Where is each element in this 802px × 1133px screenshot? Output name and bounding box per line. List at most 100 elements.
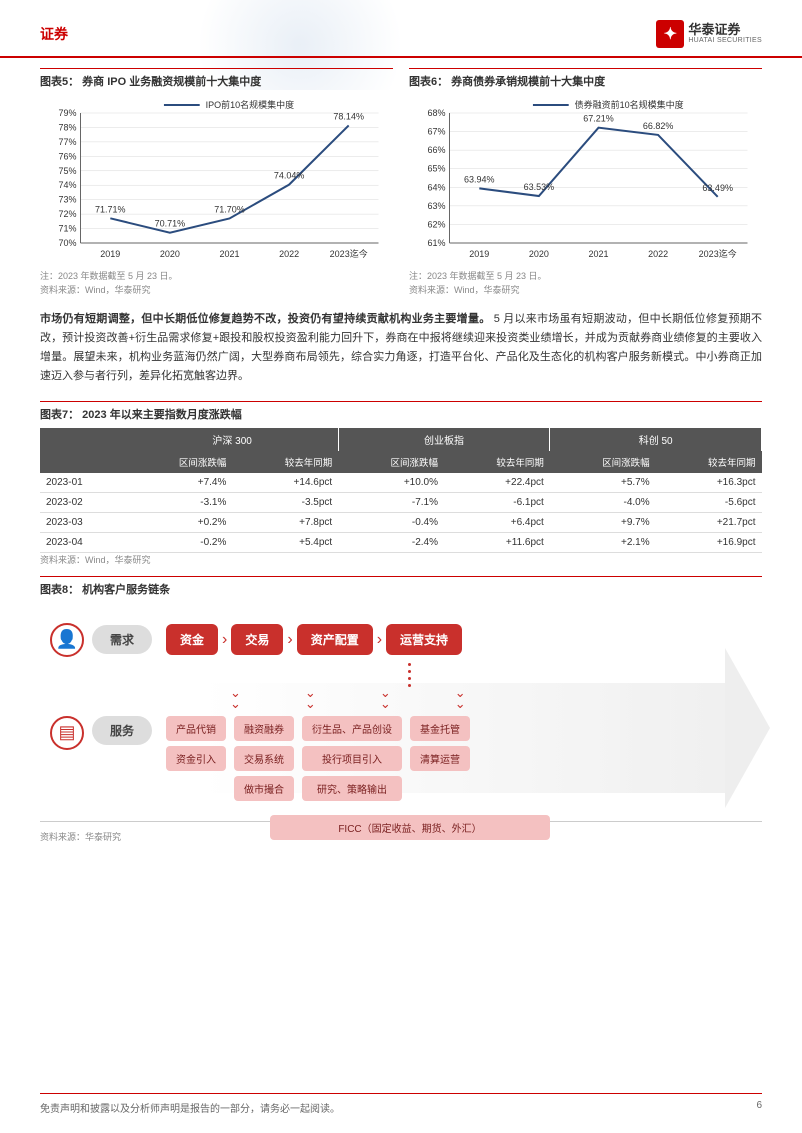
svg-text:66.82%: 66.82% <box>643 121 674 131</box>
fig8-diagram: 👤 需求 资金›交易›资产配置›运营支持 ⌄⌄⌄⌄⌄⌄⌄⌄ ▤ 服务 产品代销资… <box>40 603 762 813</box>
ficc-row: FICC（固定收益、期货、外汇） <box>270 815 752 840</box>
svg-text:2020: 2020 <box>160 249 180 259</box>
chevron-right-icon: › <box>286 631 293 649</box>
svg-text:2022: 2022 <box>279 249 299 259</box>
service-box: 基金托管 <box>410 716 470 741</box>
service-col: 基金托管清算运营 <box>410 716 470 801</box>
big-arrow-icon <box>725 648 770 808</box>
svg-text:62%: 62% <box>427 219 445 229</box>
down-arrows: ⌄⌄ ⌄⌄ ⌄⌄ ⌄⌄ <box>230 687 752 710</box>
svg-text:77%: 77% <box>58 137 76 147</box>
service-box: 产品代销 <box>166 716 226 741</box>
logo-text-en: HUATAI SECURITIES <box>688 37 762 45</box>
svg-text:78%: 78% <box>58 122 76 132</box>
svg-text:74%: 74% <box>58 180 76 190</box>
service-box: 清算运营 <box>410 746 470 771</box>
down-chevron-icon: ⌄⌄ <box>380 687 391 710</box>
page-header: 证券 ✦ 华泰证券 HUATAI SECURITIES <box>0 0 802 58</box>
brand-logo: ✦ 华泰证券 HUATAI SECURITIES <box>656 20 762 48</box>
demand-label: 需求 <box>92 625 152 654</box>
service-grid: 产品代销资金引入融资融券交易系统做市撮合衍生品、产品创设投行项目引入研究、策略输… <box>166 716 470 801</box>
service-box: 衍生品、产品创设 <box>302 716 402 741</box>
svg-text:72%: 72% <box>58 209 76 219</box>
svg-text:61%: 61% <box>427 238 445 248</box>
logo-text-cn: 华泰证券 <box>688 23 762 37</box>
service-col: 融资融券交易系统做市撮合 <box>234 716 294 801</box>
svg-text:2022: 2022 <box>648 249 668 259</box>
footer-disclaimer: 免责声明和披露以及分析师声明是报告的一部分，请务必一起阅读。 <box>40 1100 340 1115</box>
svg-text:63.49%: 63.49% <box>702 183 733 193</box>
down-chevron-icon: ⌄⌄ <box>305 687 316 710</box>
chart6-container: 图表6： 券商债券承销规模前十大集中度 61%62%63%64%65%66%67… <box>409 68 762 296</box>
chevron-right-icon: › <box>221 631 228 649</box>
svg-text:63.94%: 63.94% <box>464 174 495 184</box>
svg-text:2019: 2019 <box>100 249 120 259</box>
svg-text:79%: 79% <box>58 108 76 118</box>
chart6-title: 图表6： 券商债券承销规模前十大集中度 <box>409 68 762 89</box>
table7-section: 图表7： 2023 年以来主要指数月度涨跌幅 沪深 300创业板指科创 50区间… <box>40 401 762 566</box>
svg-text:2023迄今: 2023迄今 <box>330 248 368 259</box>
svg-text:67%: 67% <box>427 127 445 137</box>
chart5-svg: 70%71%72%73%74%75%76%77%78%79%2019202020… <box>40 95 393 265</box>
chart5-source: 资料来源：Wind，华泰研究 <box>40 283 393 296</box>
service-box: 投行项目引入 <box>302 746 402 771</box>
chart6-note: 注：2023 年数据截至 5 月 23 日。 <box>409 270 762 283</box>
service-label: 服务 <box>92 716 152 745</box>
page-footer: 免责声明和披露以及分析师声明是报告的一部分，请务必一起阅读。 6 <box>40 1093 762 1115</box>
svg-text:71.70%: 71.70% <box>214 204 245 214</box>
svg-text:74.04%: 74.04% <box>274 171 305 181</box>
fig8-title: 图表8： 机构客户服务链条 <box>40 576 762 597</box>
svg-text:63.53%: 63.53% <box>524 182 555 192</box>
logo-icon: ✦ <box>656 20 684 48</box>
service-col: 衍生品、产品创设投行项目引入研究、策略输出 <box>302 716 402 801</box>
vertical-dots-icon <box>66 663 752 687</box>
svg-text:76%: 76% <box>58 151 76 161</box>
svg-text:71%: 71% <box>58 224 76 234</box>
page-number: 6 <box>756 1100 762 1115</box>
svg-text:IPO前10名规模集中度: IPO前10名规模集中度 <box>206 99 295 110</box>
chart5-title: 图表5： 券商 IPO 业务融资规模前十大集中度 <box>40 68 393 89</box>
table7-title: 图表7： 2023 年以来主要指数月度涨跌幅 <box>40 401 762 422</box>
service-box: 做市撮合 <box>234 776 294 801</box>
svg-text:70%: 70% <box>58 238 76 248</box>
fig8-section: 图表8： 机构客户服务链条 👤 需求 资金›交易›资产配置›运营支持 ⌄⌄⌄⌄⌄… <box>40 576 762 843</box>
svg-text:债券融资前10名规模集中度: 债券融资前10名规模集中度 <box>575 99 684 110</box>
service-icon: ▤ <box>50 716 84 750</box>
svg-text:68%: 68% <box>427 108 445 118</box>
body-paragraph: 市场仍有短期调整，但中长期低位修复趋势不改，投资仍有望持续贡献机构业务主要增量。… <box>40 310 762 387</box>
chevron-right-icon: › <box>376 631 383 649</box>
chain-box: 资产配置 <box>297 624 373 655</box>
fig8-demand-row: 👤 需求 资金›交易›资产配置›运营支持 <box>50 623 752 657</box>
ficc-box: FICC（固定收益、期货、外汇） <box>270 815 550 840</box>
svg-text:67.21%: 67.21% <box>583 114 614 124</box>
down-chevron-icon: ⌄⌄ <box>455 687 466 710</box>
chain-box: 交易 <box>231 624 283 655</box>
table7-source: 资料来源：Wind，华泰研究 <box>40 553 762 566</box>
svg-text:2021: 2021 <box>588 249 608 259</box>
down-chevron-icon: ⌄⌄ <box>230 687 241 710</box>
fig8-service-row: ▤ 服务 产品代销资金引入融资融券交易系统做市撮合衍生品、产品创设投行项目引入研… <box>50 716 752 801</box>
chain-box: 运营支持 <box>386 624 462 655</box>
svg-text:64%: 64% <box>427 182 445 192</box>
svg-text:2019: 2019 <box>469 249 489 259</box>
svg-text:2020: 2020 <box>529 249 549 259</box>
service-box: 融资融券 <box>234 716 294 741</box>
chart5-note: 注：2023 年数据截至 5 月 23 日。 <box>40 270 393 283</box>
service-box: 交易系统 <box>234 746 294 771</box>
table7: 沪深 300创业板指科创 50区间涨跌幅较去年同期区间涨跌幅较去年同期区间涨跌幅… <box>40 428 762 553</box>
svg-text:73%: 73% <box>58 195 76 205</box>
service-box: 研究、策略输出 <box>302 776 402 801</box>
chart6-svg: 61%62%63%64%65%66%67%68%2019202020212022… <box>409 95 762 265</box>
demand-icon: 👤 <box>50 623 84 657</box>
svg-text:70.71%: 70.71% <box>155 219 186 229</box>
svg-text:66%: 66% <box>427 145 445 155</box>
svg-text:78.14%: 78.14% <box>333 111 364 121</box>
doc-category: 证券 <box>40 24 68 44</box>
chain-box: 资金 <box>166 624 218 655</box>
fig8-chain: 资金›交易›资产配置›运营支持 <box>166 624 462 655</box>
chart6-source: 资料来源：Wind，华泰研究 <box>409 283 762 296</box>
svg-text:2021: 2021 <box>219 249 239 259</box>
svg-text:71.71%: 71.71% <box>95 204 126 214</box>
svg-text:2023迄今: 2023迄今 <box>699 248 737 259</box>
chart5-container: 图表5： 券商 IPO 业务融资规模前十大集中度 70% 71% 72% 73% 74%… <box>40 68 393 296</box>
